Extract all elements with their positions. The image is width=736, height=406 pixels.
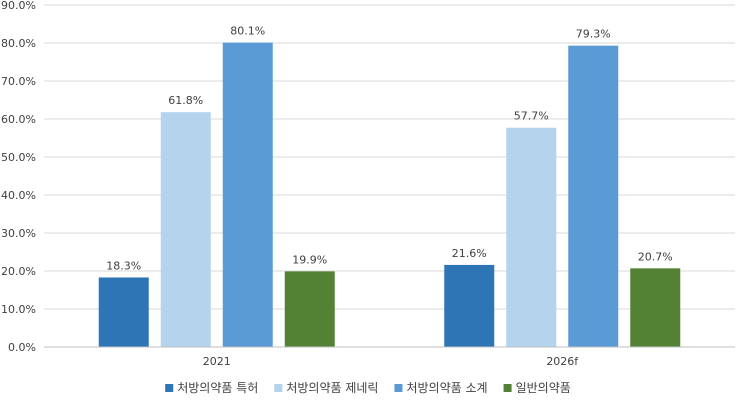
data-label: 57.7% <box>514 110 549 123</box>
y-tick-label: 10.0% <box>1 303 36 316</box>
data-label: 79.3% <box>576 28 611 41</box>
bar <box>160 112 211 347</box>
bar <box>222 42 273 348</box>
bar <box>506 127 557 348</box>
bars <box>98 42 681 348</box>
legend-swatch <box>394 384 403 392</box>
data-labels: 18.3% 61.8% 80.1% 19.9% 21.6% 57.7% 79.3% 20.7% <box>106 25 672 273</box>
y-tick-label: 80.0% <box>1 37 36 50</box>
bar <box>444 264 495 347</box>
data-label: 61.8% <box>168 94 203 107</box>
legend-label: 일반의약품 <box>516 380 571 395</box>
y-tick-label: 0.0% <box>8 341 36 354</box>
data-label: 18.3% <box>106 259 141 272</box>
y-tick-label: 90.0% <box>1 0 36 12</box>
y-tick-label: 60.0% <box>1 113 36 126</box>
data-label: 21.6% <box>452 247 487 260</box>
gridlines <box>44 4 735 310</box>
y-tick-label: 70.0% <box>1 75 36 88</box>
bar <box>568 45 619 347</box>
y-tick-label: 30.0% <box>1 227 36 240</box>
y-axis: 0.0% 10.0% 20.0% 30.0% 40.0% 50.0% 60.0% 70.0% 8… <box>1 0 36 354</box>
bar <box>630 268 681 347</box>
x-axis: 2021 2026f <box>44 346 735 368</box>
data-label: 80.1% <box>230 25 265 38</box>
legend-swatch <box>165 384 174 392</box>
bar <box>284 271 335 347</box>
y-tick-label: 50.0% <box>1 151 36 164</box>
x-tick-label: 2021 <box>203 355 231 368</box>
bar <box>98 277 149 347</box>
legend: 처방의약품 특허 처방의약품 제네릭 처방의약품 소계 일반의약품 <box>165 380 571 395</box>
data-label: 19.9% <box>292 253 327 266</box>
y-tick-label: 40.0% <box>1 189 36 202</box>
legend-swatch <box>503 384 512 392</box>
legend-label: 처방의약품 제네릭 <box>286 380 378 395</box>
x-tick-label: 2026f <box>546 355 579 368</box>
legend-label: 처방의약품 특허 <box>177 380 258 395</box>
y-tick-label: 20.0% <box>1 265 36 278</box>
data-label: 20.7% <box>638 250 673 263</box>
legend-label: 처방의약품 소계 <box>406 380 487 395</box>
legend-swatch <box>274 384 283 392</box>
